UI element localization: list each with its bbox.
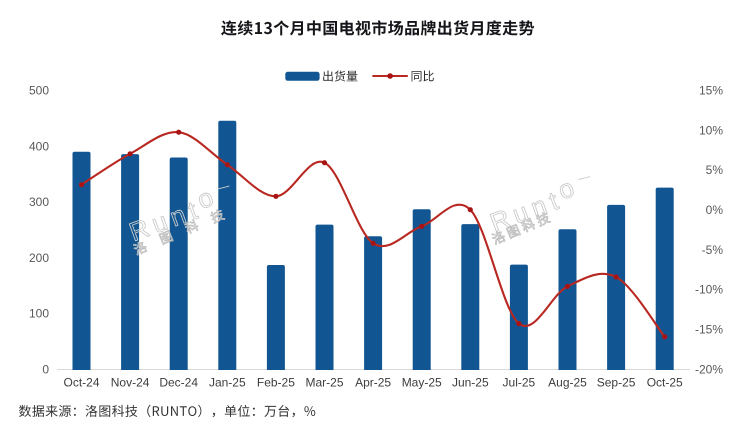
svg-text:Apr-25: Apr-25 <box>355 375 391 389</box>
svg-text:-5%: -5% <box>702 243 724 257</box>
svg-text:10%: 10% <box>699 123 723 137</box>
svg-text:Oct-24: Oct-24 <box>63 375 99 389</box>
svg-text:0%: 0% <box>706 203 724 217</box>
svg-text:Oct-25: Oct-25 <box>647 375 683 389</box>
svg-text:Aug-25: Aug-25 <box>548 375 587 389</box>
svg-text:Feb-25: Feb-25 <box>257 375 295 389</box>
svg-text:5%: 5% <box>706 163 724 177</box>
svg-text:0: 0 <box>42 362 49 376</box>
svg-text:300: 300 <box>29 195 49 209</box>
svg-text:200: 200 <box>29 251 49 265</box>
svg-text:100: 100 <box>29 307 49 321</box>
svg-text:Jul-25: Jul-25 <box>503 375 536 389</box>
svg-text:Sep-25: Sep-25 <box>597 375 636 389</box>
svg-text:Nov-24: Nov-24 <box>111 375 150 389</box>
svg-text:May-25: May-25 <box>402 375 442 389</box>
svg-text:Jan-25: Jan-25 <box>209 375 246 389</box>
svg-text:-15%: -15% <box>695 323 723 337</box>
svg-text:Dec-24: Dec-24 <box>159 375 198 389</box>
svg-text:-10%: -10% <box>695 283 723 297</box>
svg-text:Mar-25: Mar-25 <box>305 375 343 389</box>
svg-text:400: 400 <box>29 139 49 153</box>
svg-text:500: 500 <box>29 84 49 98</box>
svg-text:-20%: -20% <box>695 362 723 376</box>
svg-text:Jun-25: Jun-25 <box>452 375 489 389</box>
svg-text:15%: 15% <box>699 84 723 98</box>
